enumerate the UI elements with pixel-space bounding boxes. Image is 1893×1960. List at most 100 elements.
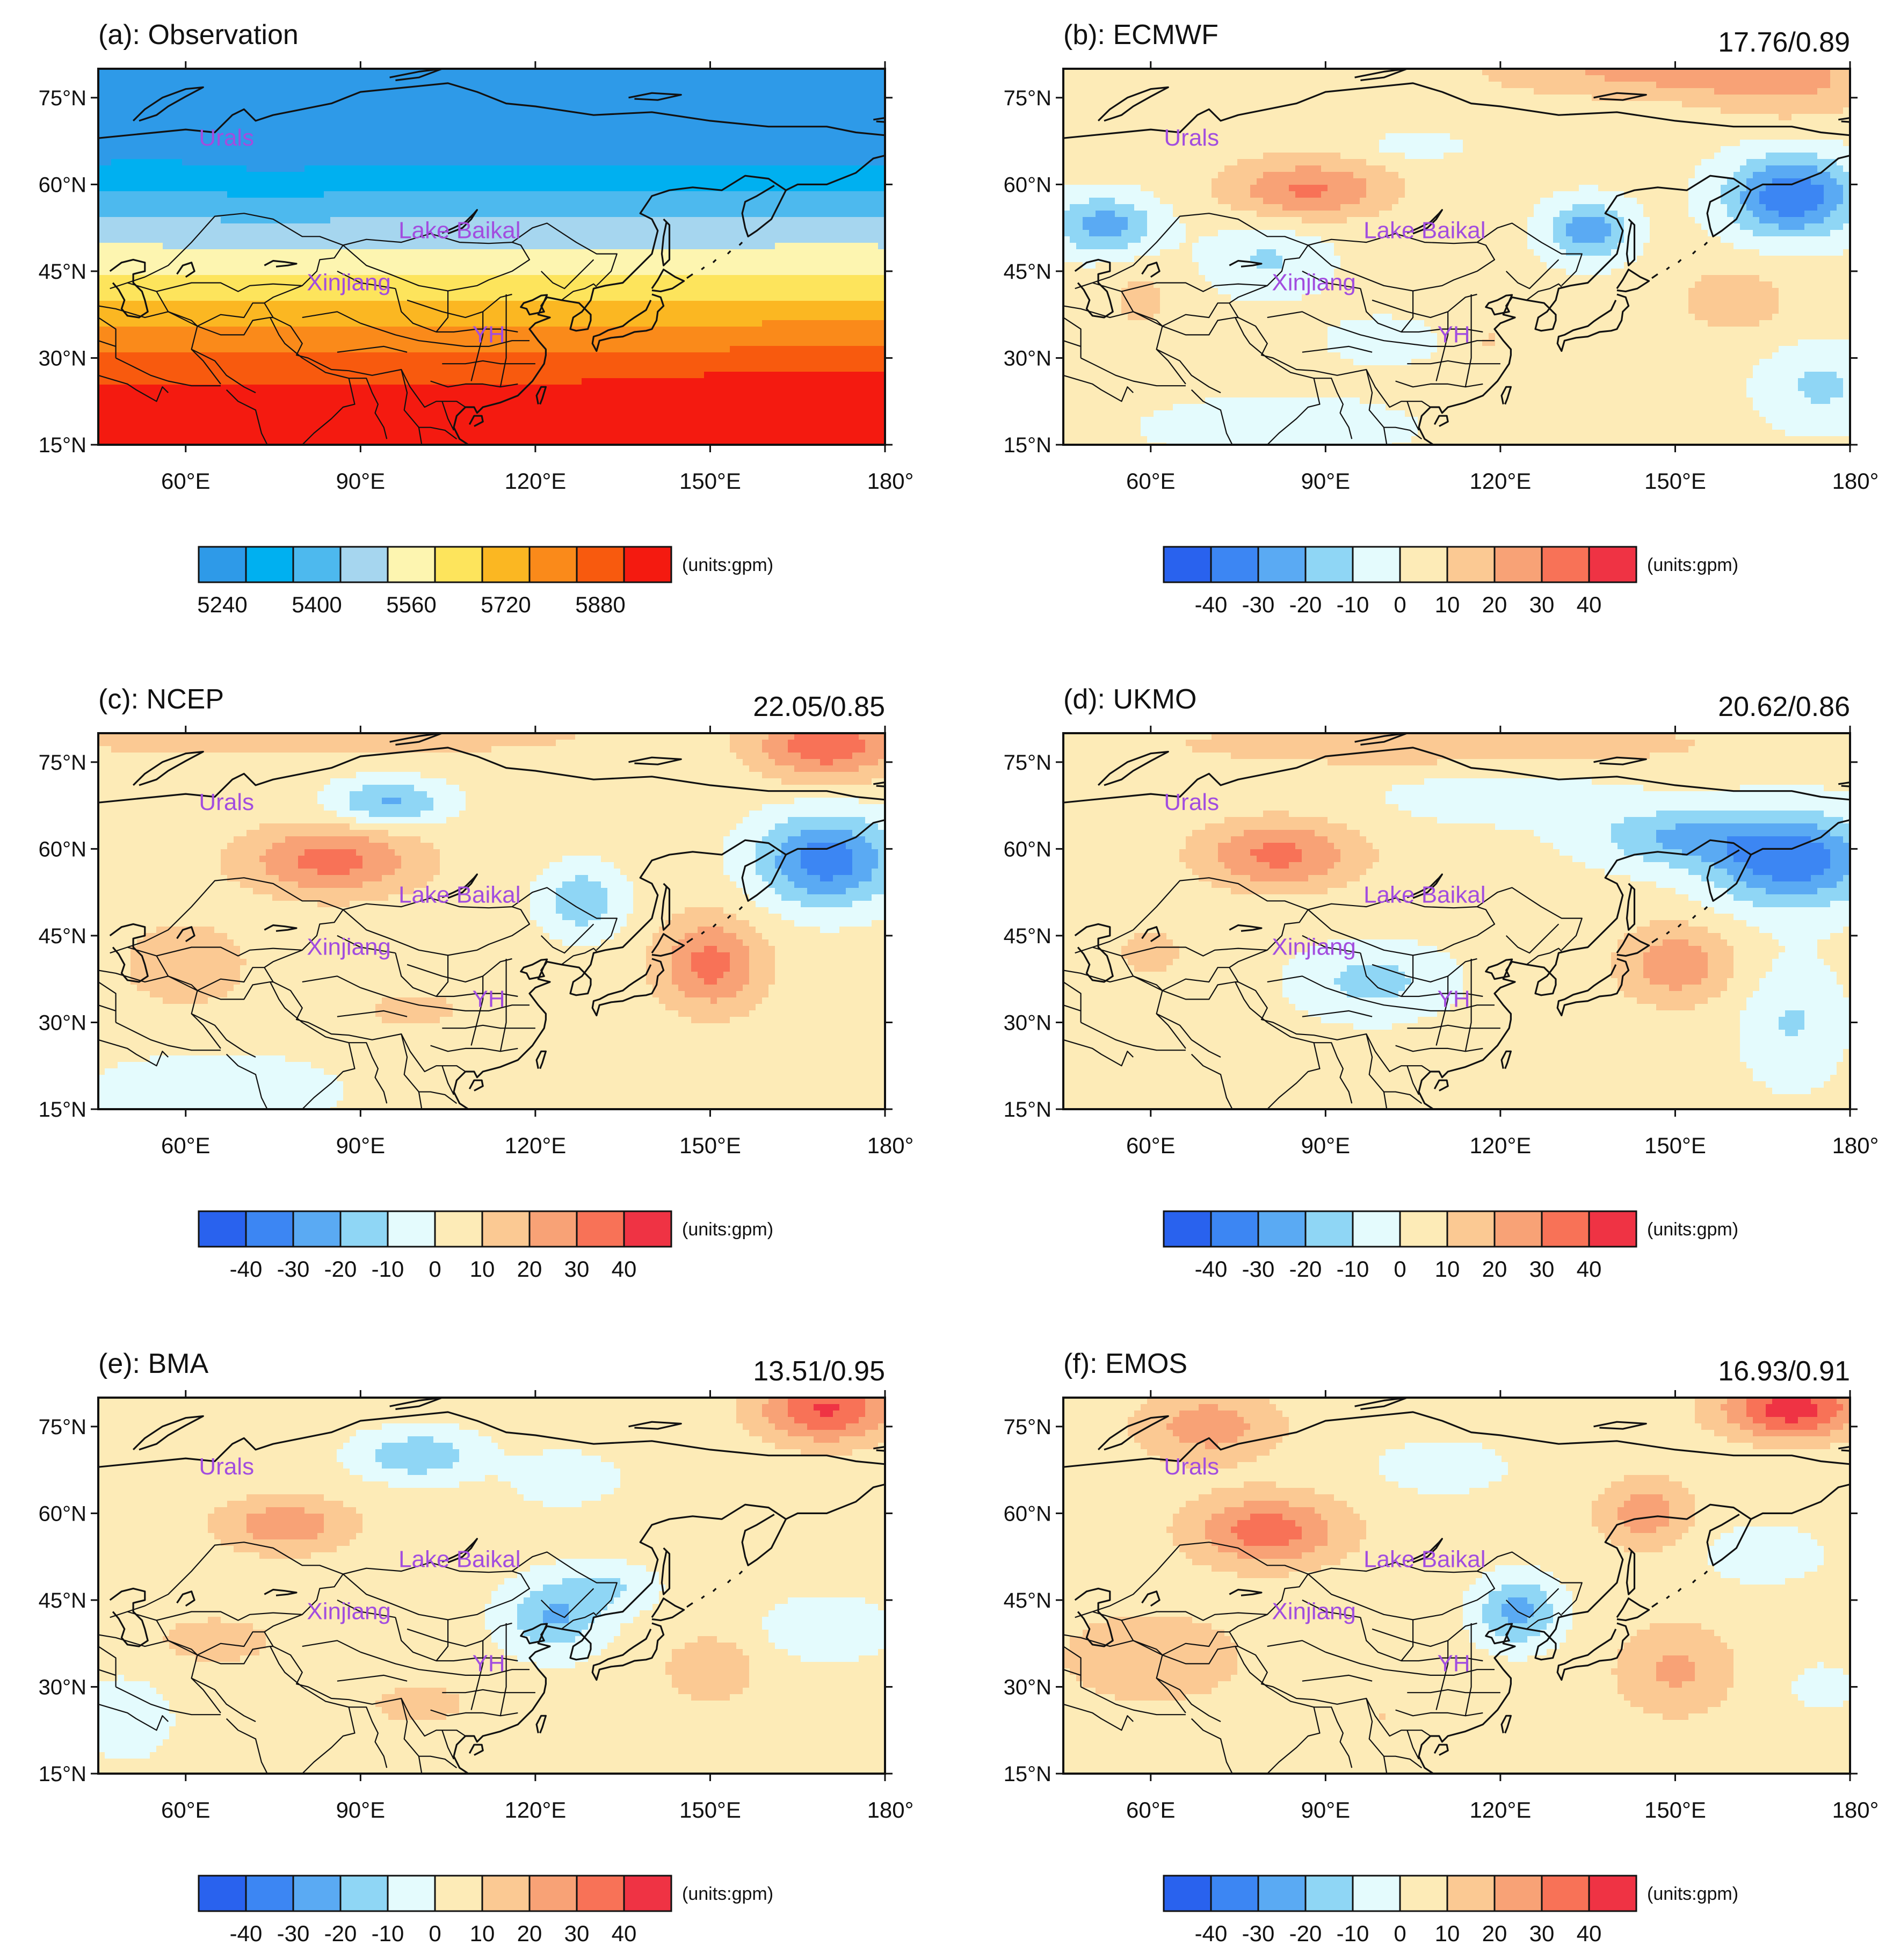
colorbar-tick: -10 [372, 1256, 404, 1282]
colorbar-tick: 10 [1435, 1921, 1460, 1946]
colorbar-swatch [1446, 1210, 1496, 1248]
colorbar-swatch [528, 546, 578, 583]
colorbar-swatch [1210, 546, 1259, 583]
colorbar-swatch [623, 1210, 672, 1248]
colorbar-a: 5240 5400 5560 5720 5880 (units:gpm) [197, 546, 773, 617]
region-label: YH [1438, 986, 1470, 1012]
colorbar-swatch [1588, 1210, 1637, 1248]
coastlines-f [1063, 1398, 1850, 1774]
colorbar-tick: -40 [1195, 592, 1228, 617]
lon-label: 150°E [679, 1133, 741, 1158]
colorbar-swatch [1352, 546, 1401, 583]
lon-label: 60°E [161, 1797, 211, 1822]
panel-b: 75°N 60°N 45°N 30°N 15°N 60°E 90°E 120°E 150°E 18… [1004, 19, 1879, 617]
colorbar-swatch [292, 1210, 342, 1248]
region-label: Lake Baikal [1363, 882, 1485, 908]
map-frame-f [1062, 1397, 1851, 1775]
colorbar-d: -40 -30 -20 -10 0 10 20 30 40 (units:gpm) [1163, 1210, 1738, 1282]
lon-label: 150°E [1644, 468, 1706, 494]
lon-label: 180° [867, 1133, 914, 1158]
colorbar-swatch [1446, 1875, 1496, 1912]
colorbar-swatch [434, 1210, 483, 1248]
lat-label: 60°N [1004, 173, 1051, 197]
colorbar-swatch [292, 1875, 342, 1912]
coastlines-c [98, 733, 885, 1109]
colorbar-swatch [292, 546, 342, 583]
colorbar-swatch [1399, 1875, 1448, 1912]
colorbar-tick: -40 [230, 1256, 263, 1282]
lat-label: 30°N [1004, 1675, 1051, 1699]
colorbar-tick: 20 [1482, 1256, 1507, 1282]
colorbar-swatch [528, 1210, 578, 1248]
lat-label: 75°N [1004, 86, 1051, 110]
colorbar-units: (units:gpm) [682, 555, 773, 575]
region-label: YH [473, 321, 505, 348]
region-label: Urals [199, 1453, 254, 1480]
region-label: Lake Baikal [1363, 218, 1485, 244]
lat-label: 45°N [1004, 924, 1051, 948]
lat-label: 45°N [39, 1589, 86, 1612]
colorbar-e: -40 -30 -20 -10 0 10 20 30 40 (units:gpm) [198, 1875, 773, 1946]
lon-label: 150°E [1644, 1133, 1706, 1158]
lat-label: 30°N [39, 1675, 86, 1699]
colorbar-tick: -20 [1289, 1256, 1322, 1282]
panel-a: 75°N 60°N 45°N 30°N 15°N 60°E 90°E 120°E 150°E 18… [39, 19, 914, 617]
colorbar-tick: -20 [1289, 1921, 1322, 1946]
lon-label: 150°E [1644, 1797, 1706, 1822]
lon-label: 60°E [1126, 1133, 1176, 1158]
lon-label: 180° [1832, 1133, 1879, 1158]
lon-label: 150°E [679, 468, 741, 494]
colorbar-swatch [1352, 1210, 1401, 1248]
lon-label: 90°E [336, 1133, 386, 1158]
colorbar-tick: 30 [1529, 592, 1555, 617]
region-label: Xinjiang [1272, 1598, 1356, 1624]
lat-label: 75°N [39, 1415, 86, 1439]
colorbar-swatch [1352, 1875, 1401, 1912]
colorbar-swatch [1588, 1875, 1637, 1912]
lat-label: 15°N [39, 1762, 86, 1786]
coastlines-a [98, 69, 885, 445]
panel-score: 22.05/0.85 [753, 691, 885, 722]
colorbar-swatch [576, 1875, 625, 1912]
colorbar-tick: -10 [1337, 1921, 1369, 1946]
panel-score: 16.93/0.91 [1718, 1356, 1850, 1387]
colorbar-tick: 40 [1577, 592, 1602, 617]
lat-label: 15°N [39, 433, 86, 457]
colorbar-tick: 30 [564, 1256, 590, 1282]
region-label: YH [1438, 321, 1470, 348]
panel-title: (c): NCEP [98, 684, 224, 715]
region-label: YH [1438, 1650, 1470, 1676]
panel-e: 75°N 60°N 45°N 30°N 15°N 60°E 90°E 120°E 150°E 18… [39, 1348, 914, 1946]
colorbar-units: (units:gpm) [1647, 1884, 1738, 1904]
colorbar-swatch [1541, 1210, 1590, 1248]
panel-f: 75°N 60°N 45°N 30°N 15°N 60°E 90°E 120°E 150°E 18… [1004, 1348, 1879, 1946]
lon-label: 90°E [1301, 468, 1351, 494]
lat-label: 45°N [39, 924, 86, 948]
region-label: Urals [199, 789, 254, 815]
lat-label: 15°N [1004, 1098, 1051, 1122]
colorbar-tick: 40 [1577, 1921, 1602, 1946]
lon-label: 180° [867, 1797, 914, 1822]
colorbar-swatch [245, 546, 294, 583]
lon-label: 60°E [1126, 468, 1176, 494]
colorbar-swatch [1446, 546, 1496, 583]
lon-label: 120°E [1469, 1797, 1531, 1822]
lon-label: 60°E [1126, 1797, 1176, 1822]
coastlines-d [1063, 733, 1850, 1109]
colorbar-swatch [339, 1875, 389, 1912]
colorbar-units: (units:gpm) [682, 1219, 773, 1240]
colorbar-tick: 10 [470, 1921, 495, 1946]
region-label: Xinjiang [307, 269, 391, 295]
colorbar-tick: 40 [612, 1921, 637, 1946]
colorbar-tick: 20 [517, 1921, 542, 1946]
colorbar-tick: 40 [1577, 1256, 1602, 1282]
colorbar-tick: 30 [1529, 1921, 1555, 1946]
lat-label: 60°N [39, 1502, 86, 1525]
colorbar-tick: -20 [324, 1921, 357, 1946]
colorbar-tick: 0 [1394, 592, 1406, 617]
colorbar-swatch [1493, 1210, 1543, 1248]
colorbar-tick: 5720 [481, 592, 531, 617]
colorbar-swatch [623, 1875, 672, 1912]
lon-label: 120°E [1469, 468, 1531, 494]
